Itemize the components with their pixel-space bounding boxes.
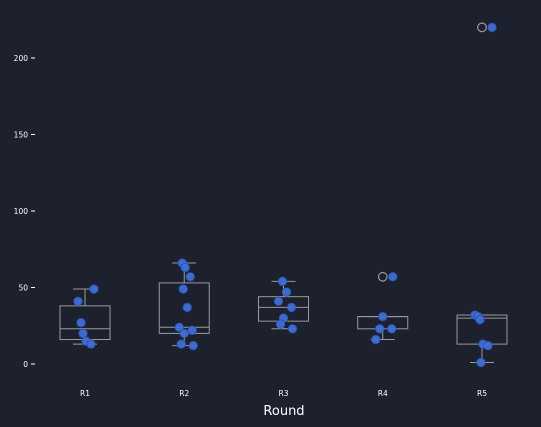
outlier-marker: [377, 271, 388, 282]
data-point: [286, 302, 297, 313]
data-point: [273, 296, 284, 306]
data-point: [182, 302, 192, 313]
x-tick-label: R4: [378, 389, 388, 398]
data-point: [174, 322, 184, 332]
strip-points: [73, 22, 497, 368]
data-point: [375, 324, 385, 334]
data-point: [277, 276, 288, 287]
data-point: [178, 284, 188, 294]
data-point: [180, 262, 190, 273]
data-point: [89, 284, 99, 294]
outlier-marker: [477, 22, 487, 33]
box-r5: [456, 22, 508, 363]
data-point: [287, 324, 298, 334]
x-tick-label: R3: [279, 389, 289, 398]
data-point: [281, 287, 292, 297]
data-point: [76, 317, 86, 328]
x-axis-title: Round: [263, 404, 304, 419]
data-point: [73, 296, 83, 306]
data-point: [86, 339, 96, 349]
y-tick-label: 100: [14, 207, 29, 216]
data-point: [275, 319, 286, 329]
data-point: [176, 339, 186, 349]
data-point: [388, 272, 398, 282]
data-point: [487, 22, 497, 33]
data-point: [188, 340, 198, 351]
data-point: [476, 357, 486, 368]
y-axis: 0 50 100 150 200: [14, 54, 35, 369]
x-tick-label: R2: [179, 389, 189, 398]
data-point: [483, 340, 493, 351]
data-point: [378, 311, 388, 322]
y-tick-label: 50: [18, 284, 28, 293]
x-tick-label: R5: [477, 389, 487, 398]
data-point: [387, 324, 397, 334]
x-axis: R1 R2 R3 R4 R5: [80, 389, 487, 398]
data-point: [179, 328, 189, 339]
y-tick-label: 0: [23, 360, 28, 369]
box-series: [59, 22, 508, 363]
y-tick-label: 150: [14, 131, 29, 140]
data-point: [475, 314, 485, 325]
data-point: [185, 272, 195, 282]
data-point: [187, 325, 197, 336]
y-tick-label: 200: [14, 54, 29, 63]
data-point: [371, 334, 381, 345]
x-tick-label: R1: [80, 389, 90, 398]
